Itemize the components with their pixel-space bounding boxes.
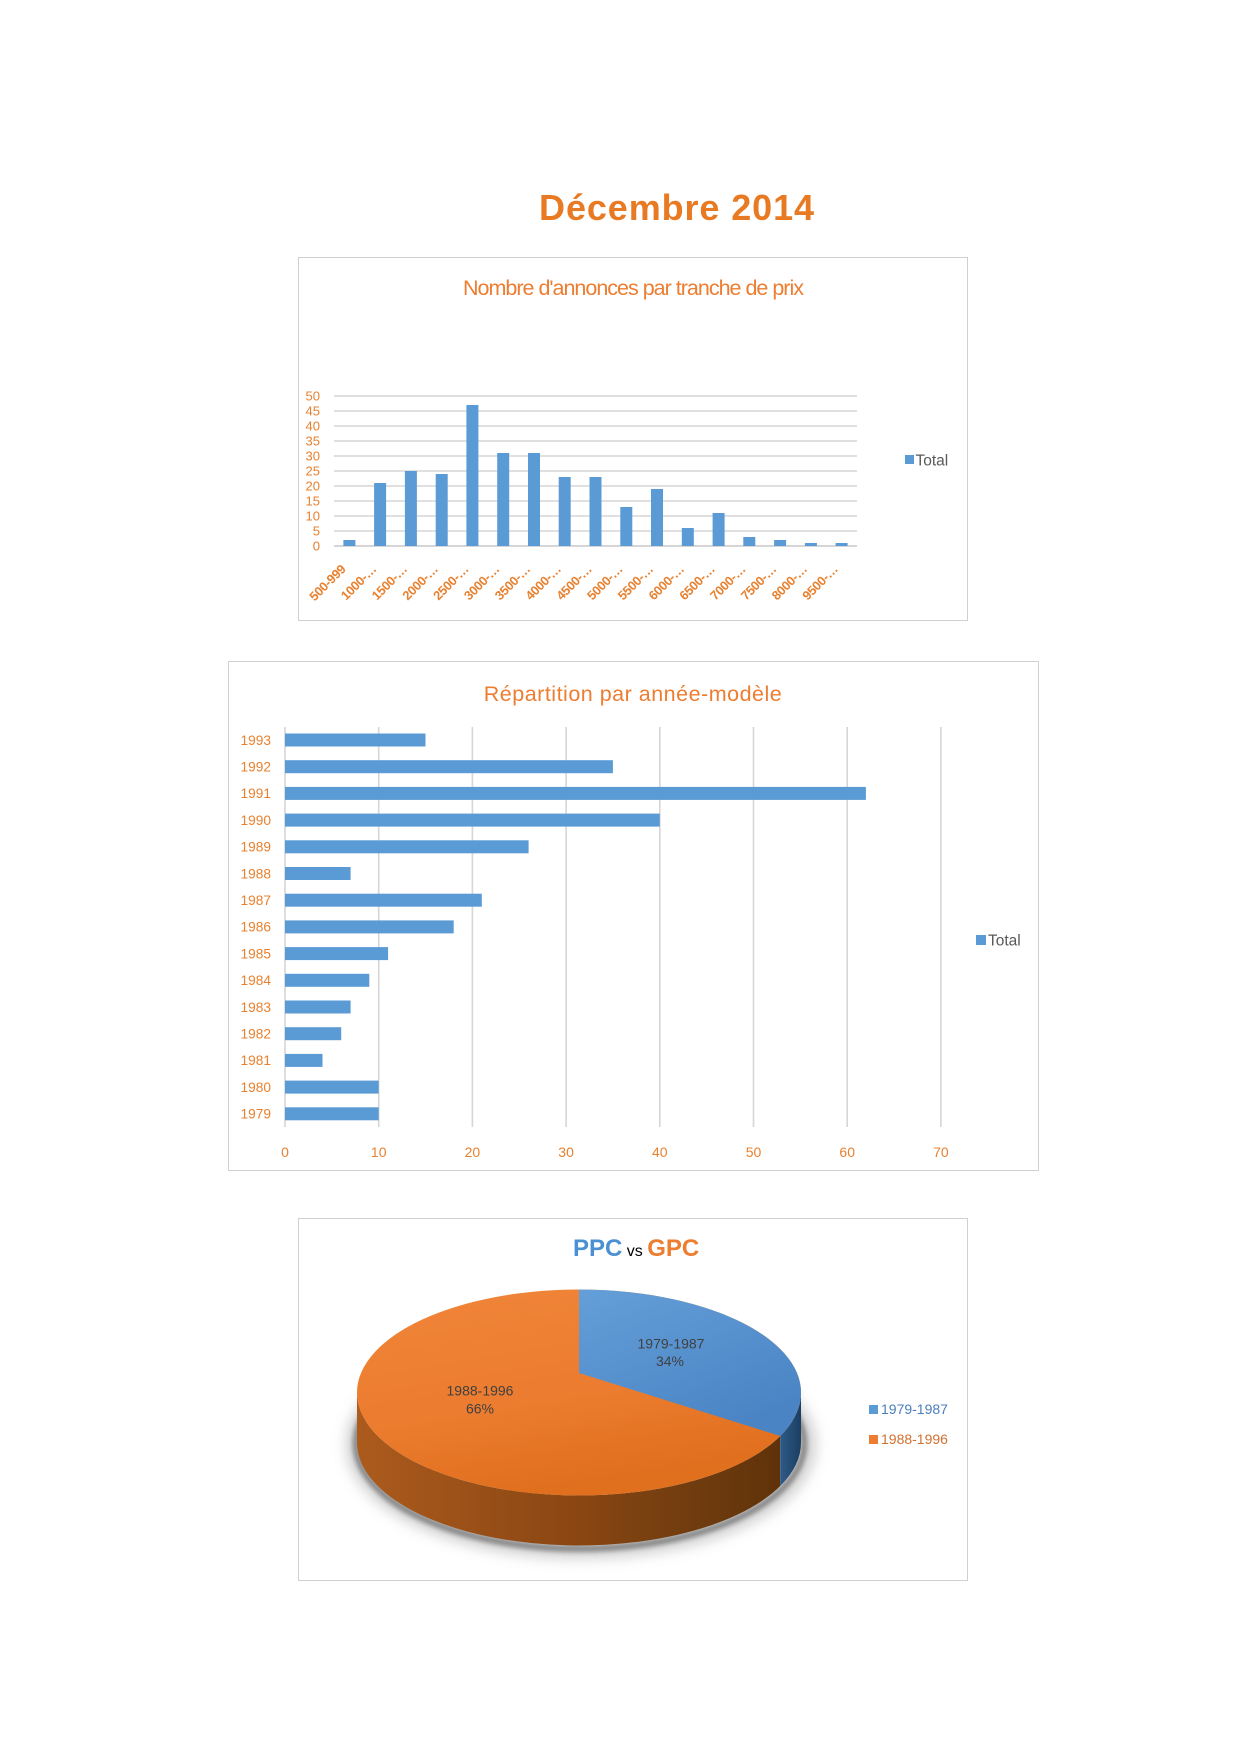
svg-text:25: 25 [306,464,320,479]
svg-text:20: 20 [465,1144,481,1160]
svg-text:66%: 66% [466,1401,494,1417]
svg-text:1983: 1983 [241,1000,272,1015]
svg-text:1979-1987: 1979-1987 [638,1336,705,1352]
svg-text:10: 10 [371,1144,387,1160]
svg-text:1985: 1985 [241,946,272,961]
svg-text:30: 30 [558,1144,574,1160]
svg-text:1984: 1984 [241,973,272,988]
svg-text:1986: 1986 [241,920,272,935]
svg-text:60: 60 [839,1144,855,1160]
svg-text:PPC vs GPC: PPC vs GPC [573,1235,699,1262]
svg-text:1988-1996: 1988-1996 [447,1383,514,1399]
svg-text:10: 10 [306,509,320,524]
svg-text:40: 40 [306,419,320,434]
svg-text:Total: Total [916,453,949,470]
svg-text:Total: Total [988,933,1021,950]
svg-text:Répartition par année-modèle: Répartition par année-modèle [484,682,782,706]
svg-text:1993: 1993 [241,733,272,748]
svg-text:70: 70 [933,1144,949,1160]
svg-text:40: 40 [652,1144,668,1160]
svg-text:Nombre d'annonces par tranche: Nombre d'annonces par tranche de prix [463,276,804,300]
svg-text:1987: 1987 [241,893,271,908]
svg-text:34%: 34% [656,1353,684,1369]
svg-text:1982: 1982 [241,1027,271,1042]
svg-text:20: 20 [306,479,320,494]
svg-text:0: 0 [281,1144,289,1160]
svg-text:1992: 1992 [241,760,271,775]
svg-text:0: 0 [313,539,320,554]
svg-text:1979: 1979 [241,1107,271,1122]
svg-text:5: 5 [313,524,320,539]
svg-text:1990: 1990 [241,813,272,828]
svg-text:1988: 1988 [241,866,272,881]
svg-text:1980: 1980 [241,1080,272,1095]
svg-text:15: 15 [306,494,320,509]
svg-text:1989: 1989 [241,840,271,855]
svg-text:1981: 1981 [241,1053,271,1068]
svg-text:30: 30 [306,449,320,464]
svg-text:50: 50 [746,1144,762,1160]
svg-text:1988-1996: 1988-1996 [881,1431,948,1447]
svg-text:35: 35 [306,434,320,449]
svg-text:1979-1987: 1979-1987 [881,1401,948,1417]
svg-text:45: 45 [306,404,320,419]
svg-text:50: 50 [306,389,320,404]
svg-text:1991: 1991 [241,786,271,801]
